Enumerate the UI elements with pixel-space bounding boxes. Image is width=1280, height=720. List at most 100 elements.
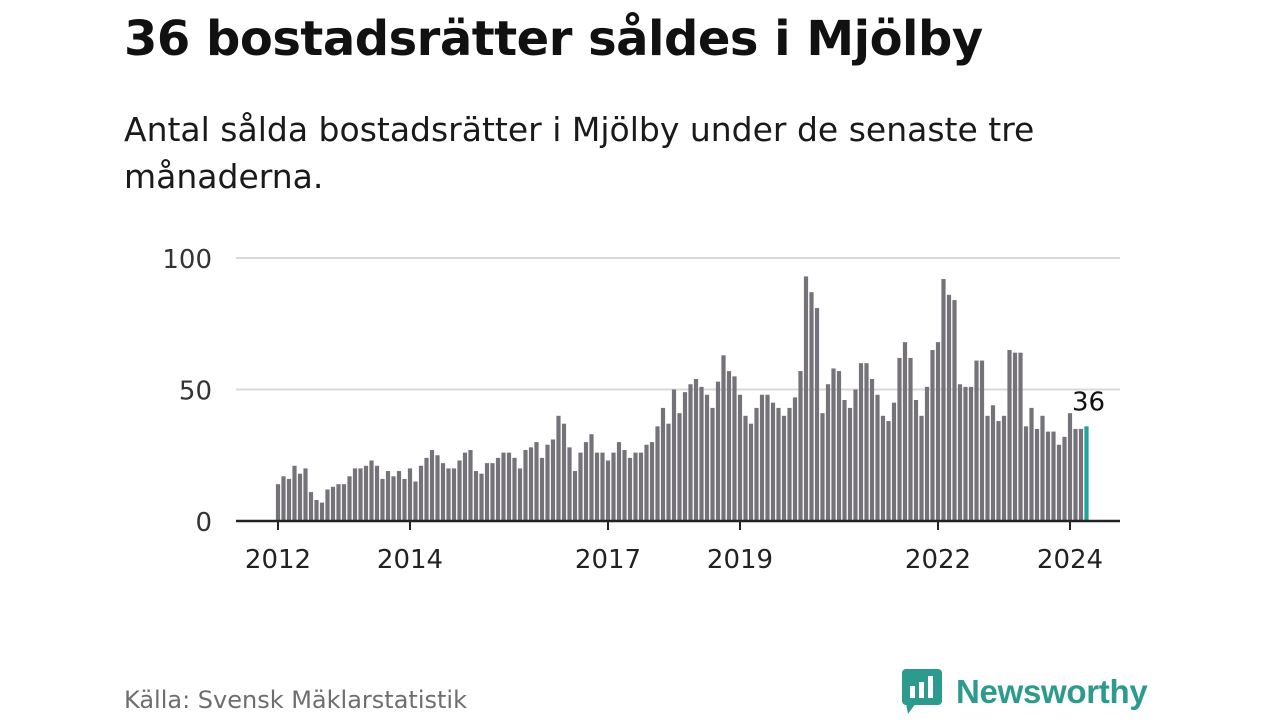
bar — [380, 478, 385, 521]
bar — [968, 386, 974, 521]
x-tick-label-2014: 2014 — [377, 545, 443, 575]
y-tick-label-100: 100 — [162, 245, 212, 275]
bar — [1040, 415, 1045, 521]
bar — [1001, 415, 1007, 521]
source-note: Källa: Svensk Mäklarstatistik — [124, 686, 467, 714]
x-tick-label-2024: 2024 — [1037, 545, 1103, 575]
bar — [396, 471, 402, 521]
bar — [330, 486, 336, 521]
bar — [594, 452, 600, 521]
bar — [847, 407, 853, 521]
bar — [743, 415, 748, 521]
bar — [567, 447, 572, 521]
bar — [303, 468, 308, 521]
axes — [236, 519, 1120, 530]
bar — [512, 457, 517, 521]
bar — [1029, 407, 1034, 521]
bar — [413, 481, 418, 521]
bar-highlight — [1084, 426, 1089, 521]
bar — [880, 415, 886, 521]
bar — [924, 386, 930, 521]
bar — [649, 442, 655, 521]
bar — [358, 468, 363, 521]
x-tick-label-2022: 2022 — [905, 545, 971, 575]
bar — [347, 476, 352, 521]
bar — [374, 465, 380, 521]
bar — [902, 342, 908, 521]
bar — [875, 394, 880, 521]
chart-subtitle: Antal sålda bostadsrätter i Mjölby under… — [124, 110, 1035, 196]
bar — [484, 463, 490, 521]
bars — [275, 276, 1089, 521]
bar — [385, 471, 391, 521]
bar — [589, 434, 594, 521]
bar — [897, 357, 902, 521]
bar — [451, 468, 457, 521]
bar — [435, 455, 440, 521]
bar — [721, 355, 726, 521]
bar — [699, 386, 704, 521]
bar — [633, 452, 638, 521]
bar — [369, 460, 374, 521]
bar — [468, 449, 473, 521]
bar — [1034, 428, 1040, 521]
bar — [292, 465, 297, 521]
bar — [770, 402, 776, 521]
bar — [501, 452, 506, 521]
bar — [704, 394, 710, 521]
bar — [655, 426, 660, 521]
bar — [545, 444, 550, 521]
bar — [748, 423, 754, 521]
bar — [440, 463, 446, 521]
bar — [946, 294, 952, 521]
bar — [578, 452, 583, 521]
bar — [776, 407, 781, 521]
bar — [715, 381, 721, 521]
bar — [963, 386, 968, 521]
bar — [803, 276, 809, 521]
bar — [825, 384, 831, 521]
bar — [1018, 352, 1023, 521]
gridlines — [236, 257, 1120, 391]
labels: 0 50 100 2012 2014 2017 2019 2022 2024 36 — [162, 245, 1105, 575]
bar — [1056, 444, 1062, 521]
bar — [275, 484, 281, 521]
brand-logo[interactable]: Newsworthy — [902, 669, 1148, 714]
bar — [561, 423, 567, 521]
bar — [1051, 431, 1056, 521]
bar — [429, 449, 435, 521]
bar — [671, 389, 677, 521]
bar — [919, 415, 924, 521]
bar — [473, 471, 479, 521]
bar — [787, 407, 792, 521]
bar — [798, 371, 803, 521]
bar — [638, 452, 644, 521]
bar — [682, 392, 688, 521]
bar — [1067, 413, 1073, 521]
bar — [517, 468, 523, 521]
bar — [611, 452, 616, 521]
bar — [935, 342, 941, 521]
bar — [479, 473, 484, 521]
bar — [605, 460, 611, 521]
bar — [352, 468, 358, 521]
bar — [418, 465, 424, 521]
bar — [1012, 352, 1018, 521]
bar — [319, 502, 325, 521]
bar — [996, 421, 1001, 521]
bar — [831, 368, 836, 521]
bar — [1062, 436, 1067, 521]
bar — [913, 400, 919, 521]
bar — [781, 415, 787, 521]
bar — [836, 371, 842, 521]
bar — [1007, 350, 1012, 521]
bar — [281, 476, 286, 521]
bar — [297, 473, 303, 521]
bar — [644, 444, 649, 521]
bar — [572, 471, 578, 521]
bar — [550, 439, 556, 521]
bar — [908, 357, 913, 521]
bar — [286, 478, 292, 521]
bar — [314, 499, 319, 521]
